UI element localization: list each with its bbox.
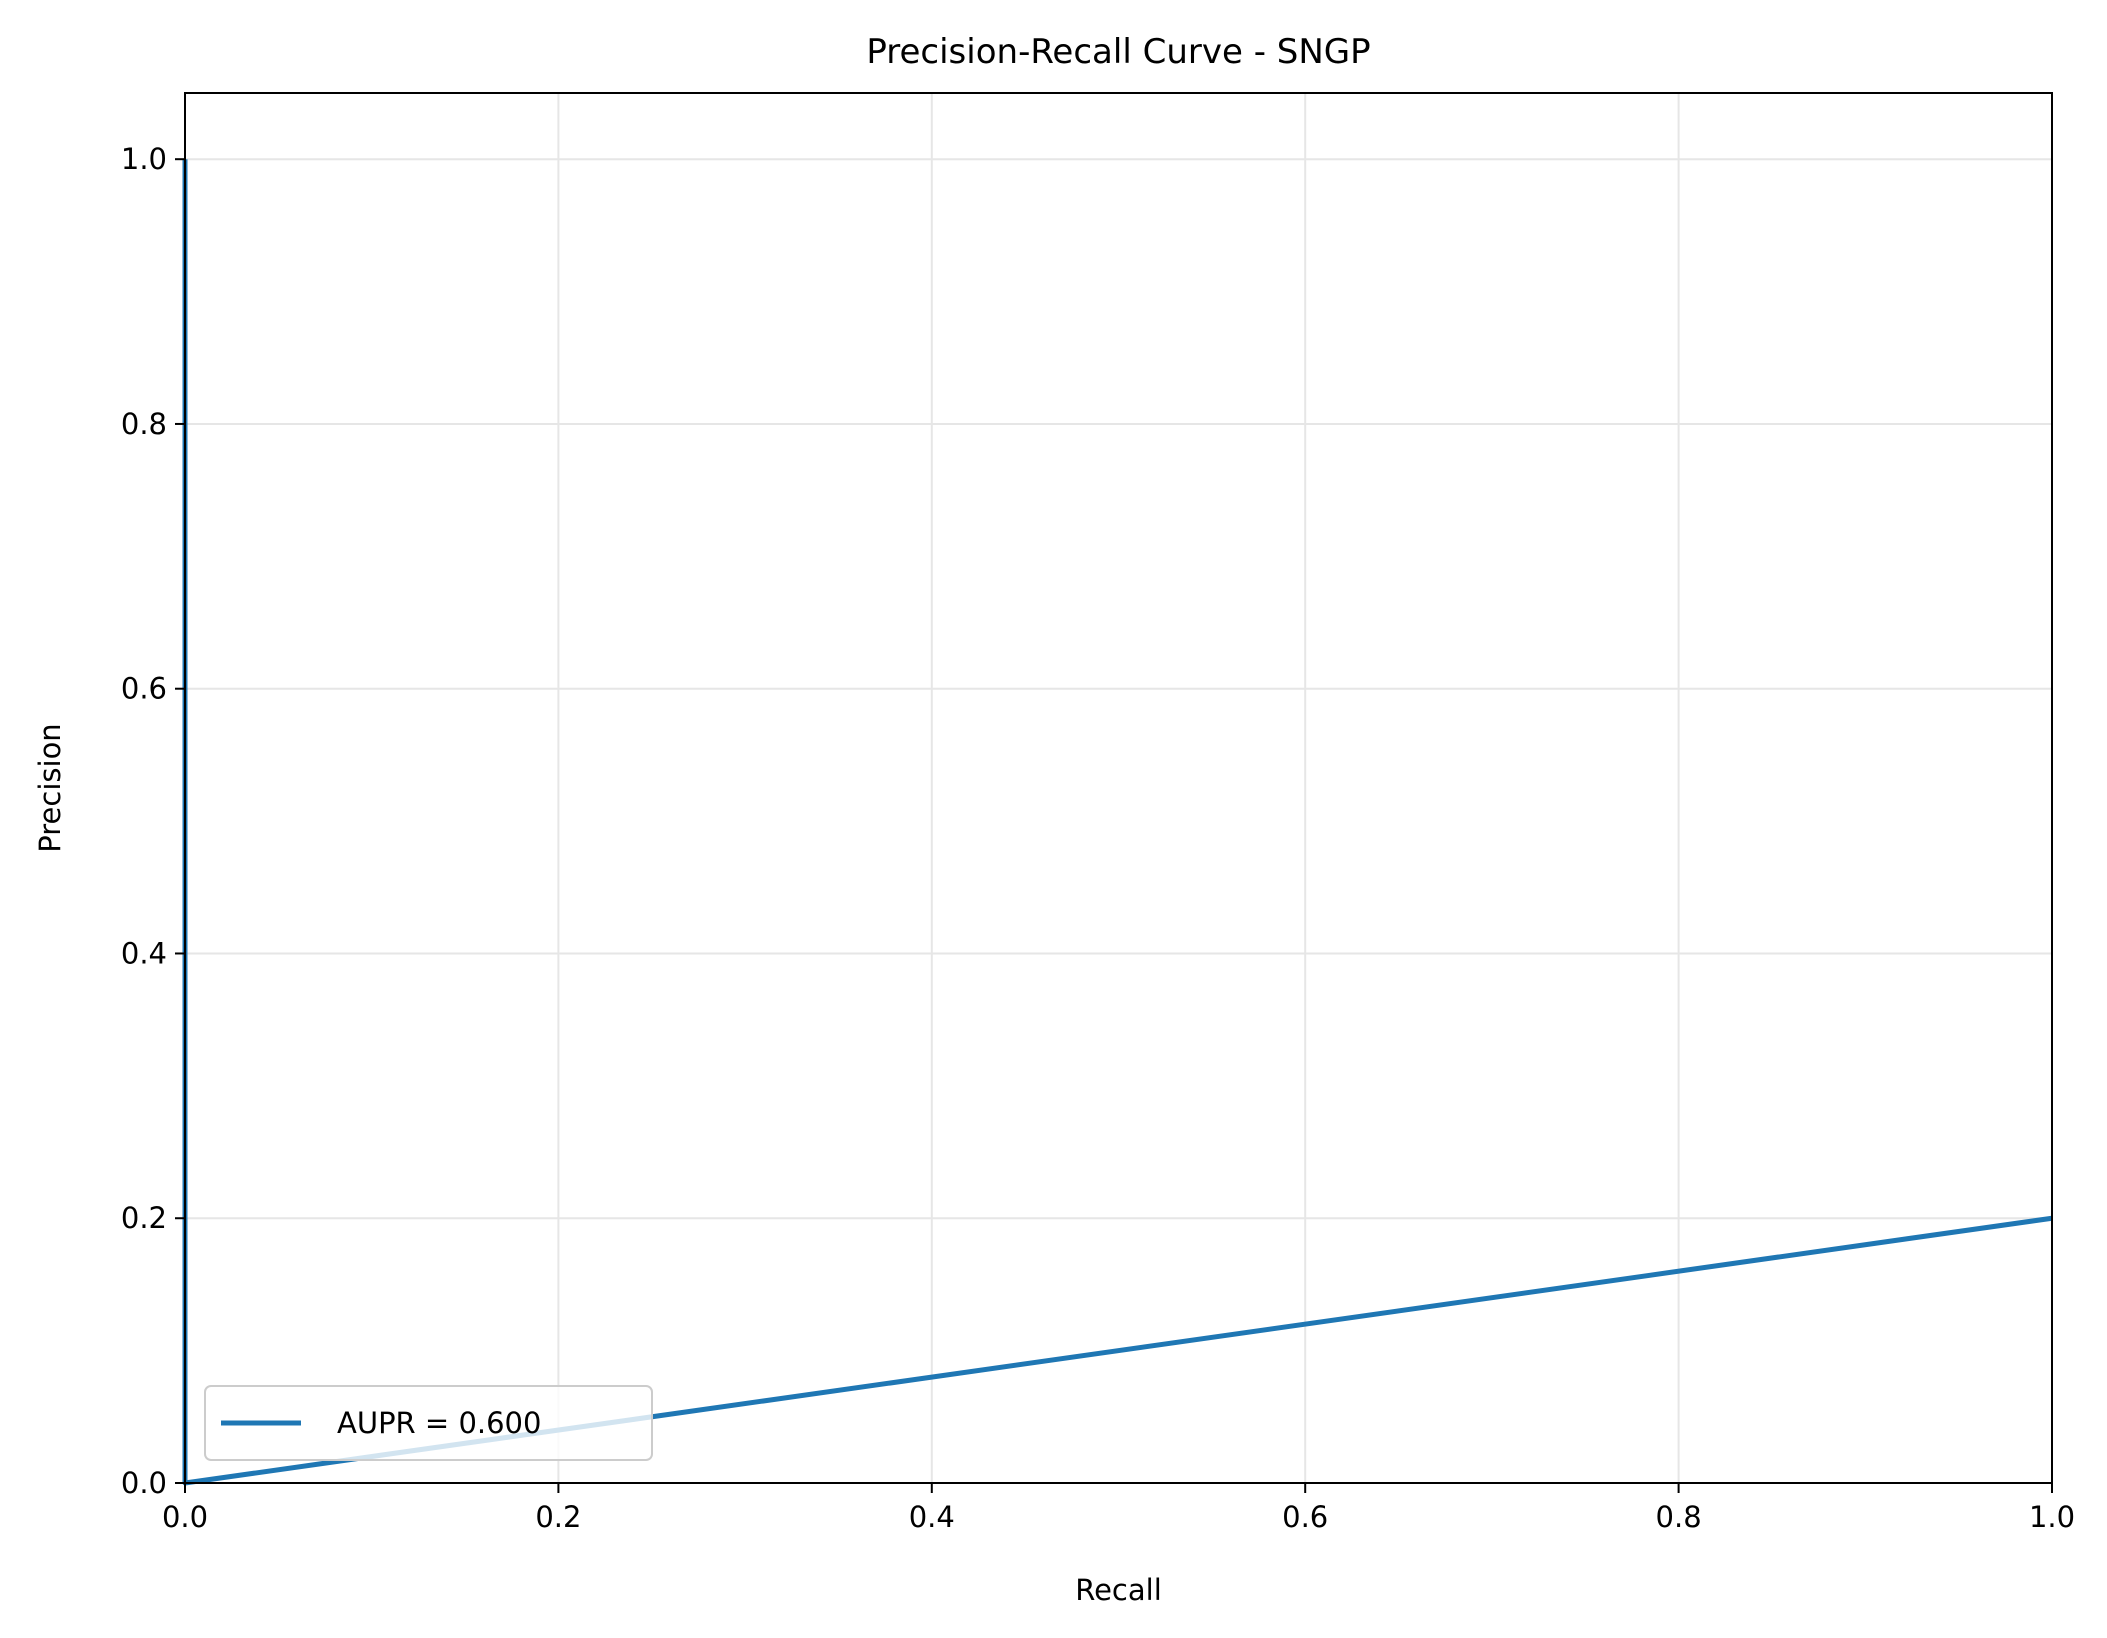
- x-tick-label: 0.6: [1282, 1500, 1328, 1534]
- x-tick-label: 0.0: [162, 1500, 208, 1534]
- x-tick-label: 0.2: [535, 1500, 581, 1534]
- y-tick-label: 1.0: [121, 142, 167, 176]
- chart-title: Precision-Recall Curve - SNGP: [866, 32, 1370, 72]
- y-axis-label: Precision: [33, 723, 67, 852]
- y-tick-label: 0.0: [121, 1466, 167, 1500]
- y-tick-label: 0.8: [121, 407, 167, 441]
- legend: AUPR = 0.600: [204, 1385, 653, 1461]
- x-tick-label: 0.4: [909, 1500, 955, 1534]
- grid: [184, 93, 2053, 1484]
- legend-label: AUPR = 0.600: [337, 1406, 541, 1440]
- x-tick-label: 0.8: [1656, 1500, 1702, 1534]
- y-tick-label: 0.4: [121, 936, 167, 970]
- x-tick-label: 1.0: [2029, 1500, 2075, 1534]
- y-tick-label: 0.2: [121, 1201, 167, 1235]
- legend-box: [204, 1385, 653, 1461]
- x-axis-label: Recall: [1075, 1573, 1162, 1607]
- axis-ticks: 0.0 0.2 0.4 0.6 0.8 1.0 0.0 0.2 0.4 0.6 0.8 1.0: [121, 142, 2075, 1534]
- y-tick-label: 0.6: [121, 672, 167, 706]
- plot-frame: [184, 92, 2053, 1484]
